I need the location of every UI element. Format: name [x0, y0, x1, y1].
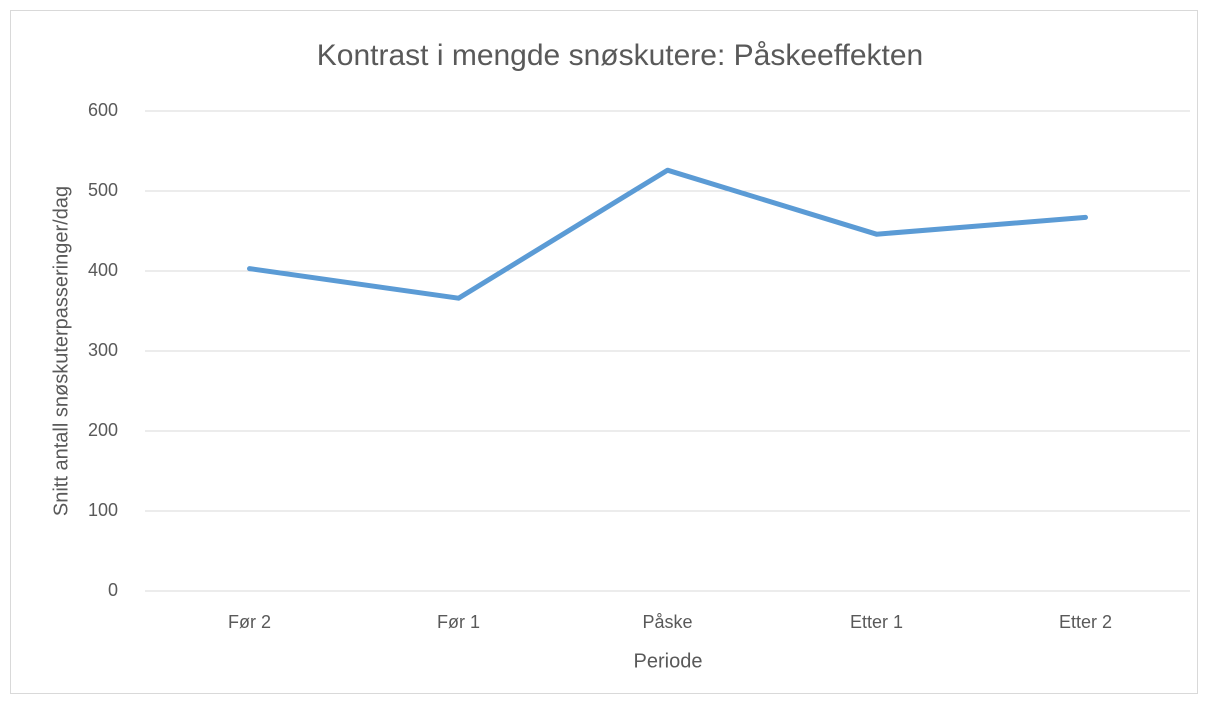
y-tick-label: 400: [88, 260, 118, 280]
chart-title: Kontrast i mengde snøskutere: Påskeeffek…: [317, 39, 923, 72]
y-axis-title: Snitt antall snøskuterpasseringer/dag: [50, 186, 72, 516]
x-tick-label: Etter 2: [1059, 612, 1112, 632]
x-axis-title: Periode: [634, 650, 703, 672]
x-tick-label: Påske: [642, 612, 692, 632]
x-tick-label: Før 1: [437, 612, 480, 632]
x-tick-label: Etter 1: [850, 612, 903, 632]
y-tick-label: 500: [88, 180, 118, 200]
x-tick-label: Før 2: [228, 612, 271, 632]
y-tick-label: 200: [88, 420, 118, 440]
y-tick-label: 100: [88, 500, 118, 520]
y-tick-label: 300: [88, 340, 118, 360]
data-line: [247, 167, 1088, 301]
chart-border: [10, 10, 1198, 694]
y-tick-label: 0: [108, 580, 118, 600]
y-tick-label: 600: [88, 100, 118, 120]
